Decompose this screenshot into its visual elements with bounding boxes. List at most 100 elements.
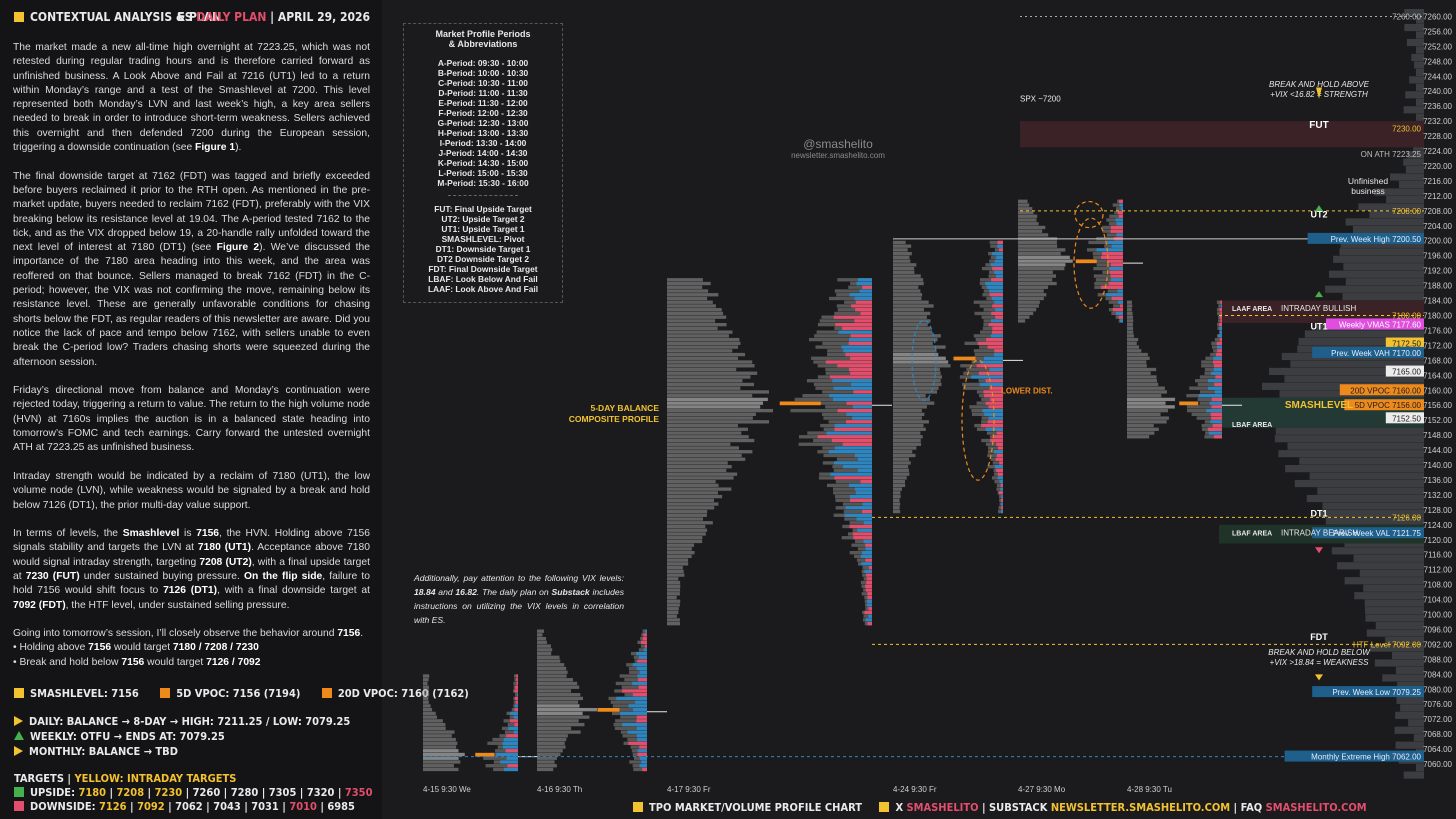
legend-abbr: LAAF: Look Above And Fail <box>427 284 539 294</box>
volume-row <box>849 550 872 555</box>
delta-row <box>865 584 872 588</box>
tpo-row <box>893 259 911 263</box>
y-tick-label: 7184.00 <box>1423 297 1452 306</box>
delta-row <box>990 319 1003 323</box>
delta-row <box>1215 375 1222 379</box>
tpo-row <box>1018 266 1065 271</box>
composite-volume-bar <box>1391 651 1424 660</box>
delta-row <box>1001 498 1003 502</box>
tpo-row <box>423 719 443 723</box>
price-tag: 5D VPOC 7156.00 <box>1355 401 1422 410</box>
delta-row <box>1206 408 1222 413</box>
volume-row <box>833 468 872 473</box>
legend-abbr: SMASHLEVEL: Pivot <box>441 234 525 244</box>
legend-periods: A-Period: 09:30 - 10:00 B-Period: 10:00 -… <box>404 58 562 188</box>
tpo-row <box>537 663 565 667</box>
price-tag-bg <box>1385 337 1424 349</box>
tpo-row <box>1127 367 1157 372</box>
delta-row <box>1117 210 1123 215</box>
composite-volume-bar <box>1404 9 1424 17</box>
delta-row <box>979 360 1003 364</box>
volume-row <box>1214 337 1222 342</box>
price-tag: 20D VPOC 7160.00 <box>1350 386 1421 395</box>
volume-row <box>483 756 518 760</box>
delta-row <box>854 296 872 301</box>
tpo-row <box>893 382 942 387</box>
arrow-up-icon <box>1316 87 1322 99</box>
y-tick-label: 7148.00 <box>1423 431 1452 440</box>
delta-row <box>845 506 872 510</box>
volume-row <box>833 491 872 495</box>
tpo-row <box>893 509 901 514</box>
volume-row <box>642 629 647 633</box>
tpo-row <box>1127 349 1142 353</box>
tpo-row <box>893 506 900 510</box>
header-square-icon <box>14 12 24 22</box>
price-tag: 7152.50 <box>1392 414 1421 423</box>
delta-row <box>986 285 1003 289</box>
delta-row <box>998 491 1003 495</box>
y-tick-label: 7212.00 <box>1423 192 1452 201</box>
volume-row <box>980 330 1003 334</box>
tpo-row <box>667 390 769 394</box>
y-tick-label: 7088.00 <box>1423 655 1452 664</box>
tpo-row <box>1127 311 1133 316</box>
substack-link[interactable]: NEWSLETTER.SMASHELITO.COM <box>1050 801 1231 814</box>
volume-row <box>979 304 1003 308</box>
tpo-row <box>537 640 547 645</box>
tpo-row <box>537 722 585 727</box>
delta-row <box>1111 244 1123 248</box>
tpo-row <box>667 565 683 570</box>
laaf-zone <box>1219 300 1424 323</box>
tpo-row <box>1127 394 1162 398</box>
composite-volume-bar <box>1366 629 1424 637</box>
vix-note: Additionally, pay attention to the follo… <box>414 573 624 625</box>
tpo-row <box>1018 285 1049 289</box>
delta-row <box>850 334 872 338</box>
delta-row <box>632 693 647 697</box>
price-tag: Prev. Week High 7200.50 <box>1331 235 1422 244</box>
tpo-row <box>537 651 552 656</box>
delta-row <box>998 248 1003 252</box>
tpo-row <box>667 371 758 375</box>
price-tag: HTF Level 7092.00 <box>1353 640 1422 649</box>
x-handle-link[interactable]: SMASHELITO <box>906 801 979 814</box>
volume-row <box>1096 263 1123 267</box>
tpo-row <box>893 319 931 323</box>
para-1: The market made a new all-time high over… <box>13 42 370 154</box>
poc-marker <box>475 752 495 757</box>
y-tick-label: 7236.00 <box>1423 102 1452 111</box>
faq-link[interactable]: SMASHELITO.COM <box>1265 801 1367 814</box>
volume-row <box>633 767 647 772</box>
tpo-row <box>1127 330 1134 334</box>
delta-row <box>997 240 1003 245</box>
delta-row <box>854 453 872 458</box>
delta-row <box>636 715 647 719</box>
volume-row <box>981 315 1003 319</box>
tpo-row <box>1127 300 1132 304</box>
volume-row <box>630 745 647 749</box>
tpo-row <box>1018 319 1026 323</box>
tpo-row <box>537 648 553 652</box>
delta-row <box>866 599 872 603</box>
tpo-row <box>1127 360 1147 364</box>
delta-row <box>994 465 1003 469</box>
delta-row <box>1211 416 1222 420</box>
tpo-row <box>667 543 695 547</box>
x-tick-label: 4-16 9:30 Th <box>537 785 582 794</box>
composite-volume-bar <box>1344 577 1424 585</box>
tpo-row <box>1018 240 1057 245</box>
price-tag: Prev. Week VAH 7170.00 <box>1331 349 1421 358</box>
composite-volume-bar <box>1374 188 1424 196</box>
delta-row <box>990 334 1003 338</box>
delta-row <box>831 438 872 443</box>
tpo-row <box>667 281 711 286</box>
delta-row <box>865 618 872 622</box>
tpo-row <box>667 364 755 368</box>
volume-row <box>620 715 647 719</box>
tpo-row <box>1127 386 1165 390</box>
delta-row <box>987 420 1003 424</box>
tpo-row <box>1127 375 1157 379</box>
composite-volume-bar <box>1395 666 1424 675</box>
delta-row <box>838 330 872 334</box>
